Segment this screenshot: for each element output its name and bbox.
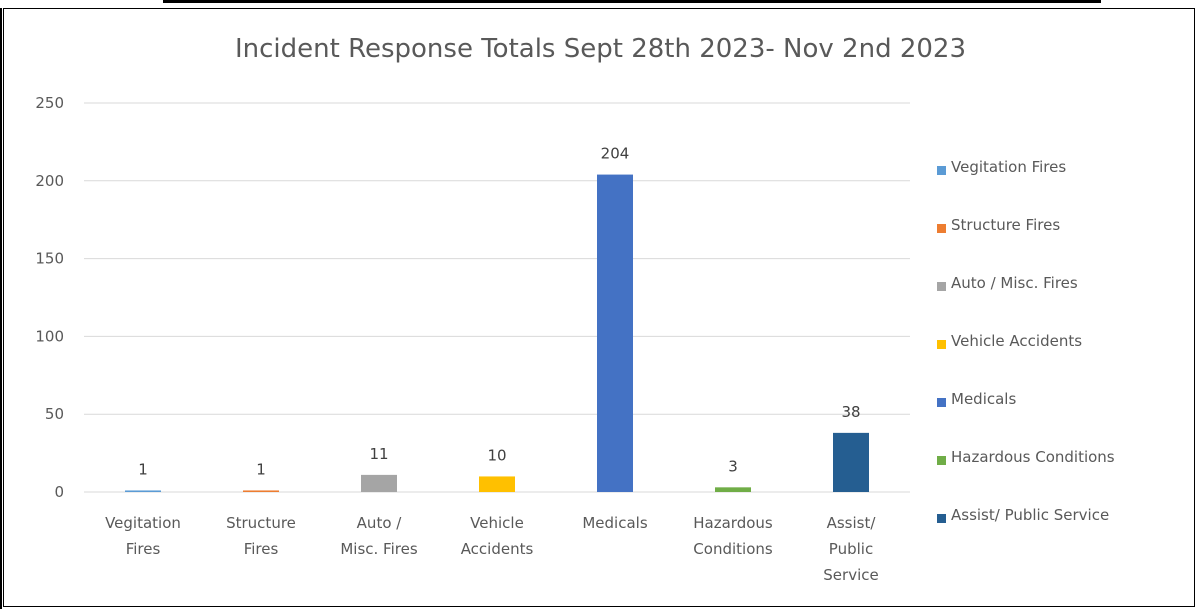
legend-item: Structure Fires (937, 216, 1115, 274)
x-tick-label: Conditions (693, 540, 773, 558)
legend-label: Assist/ Public Service (951, 506, 1110, 524)
legend-swatch (937, 398, 946, 407)
data-label: 1 (138, 460, 148, 478)
chart-title: Incident Response Totals Sept 28th 2023-… (234, 34, 967, 64)
data-label: 11 (369, 445, 388, 463)
bar (833, 432, 869, 492)
bar (715, 487, 751, 492)
x-tick-label: Accidents (461, 540, 534, 558)
chart-legend: Vegitation Fires Structure Fires Auto / Mi… (937, 158, 1115, 564)
legend-item: Auto / Misc. Fires (937, 274, 1115, 332)
y-tick-label: 50 (45, 405, 64, 423)
x-tick-label: Vehicle (470, 514, 524, 532)
y-tick-label: 0 (54, 483, 64, 501)
legend-label: Vegitation Fires (951, 158, 1067, 176)
legend-item: Hazardous Conditions (937, 448, 1115, 506)
legend-label: Structure Fires (951, 216, 1061, 234)
x-tick-label: Misc. Fires (340, 540, 417, 558)
legend-swatch (937, 282, 946, 291)
data-label: 1 (256, 460, 266, 478)
bar (479, 476, 515, 492)
y-tick-label: 200 (35, 172, 64, 190)
x-tick-label: Assist/ (827, 514, 877, 532)
x-tick-label: Medicals (582, 514, 647, 532)
x-tick-label: Vegitation (105, 514, 181, 532)
bar (243, 490, 279, 492)
legend-item: Vegitation Fires (937, 158, 1115, 216)
y-tick-label: 250 (35, 94, 64, 112)
x-tick-label: Public (829, 540, 873, 558)
bar (361, 474, 397, 492)
y-tick-label: 150 (35, 250, 64, 268)
data-label: 10 (487, 446, 506, 464)
legend-label: Vehicle Accidents (951, 332, 1083, 350)
top-border-rule (163, 0, 1101, 3)
legend-label: Auto / Misc. Fires (951, 274, 1078, 292)
x-tick-label: Structure (226, 514, 296, 532)
x-tick-label: Fires (244, 540, 279, 558)
data-label: 204 (601, 145, 630, 163)
x-tick-label: Fires (126, 540, 161, 558)
x-tick-label: Auto / (357, 514, 403, 532)
legend-label: Medicals (951, 390, 1017, 408)
legend-swatch (937, 514, 946, 523)
legend-swatch (937, 340, 946, 349)
x-tick-label: Service (823, 566, 878, 584)
left-border-rule (0, 8, 2, 609)
legend-item: Medicals (937, 390, 1115, 448)
bar (125, 490, 161, 492)
legend-item: Assist/ Public Service (937, 506, 1115, 564)
bar (597, 174, 633, 493)
legend-label: Hazardous Conditions (951, 448, 1115, 466)
legend-item: Vehicle Accidents (937, 332, 1115, 390)
x-tick-label: Hazardous (693, 514, 773, 532)
data-label: 3 (728, 457, 738, 475)
y-tick-label: 100 (35, 327, 64, 345)
legend-swatch (937, 456, 946, 465)
data-label: 38 (841, 403, 860, 421)
legend-swatch (937, 166, 946, 175)
legend-swatch (937, 224, 946, 233)
